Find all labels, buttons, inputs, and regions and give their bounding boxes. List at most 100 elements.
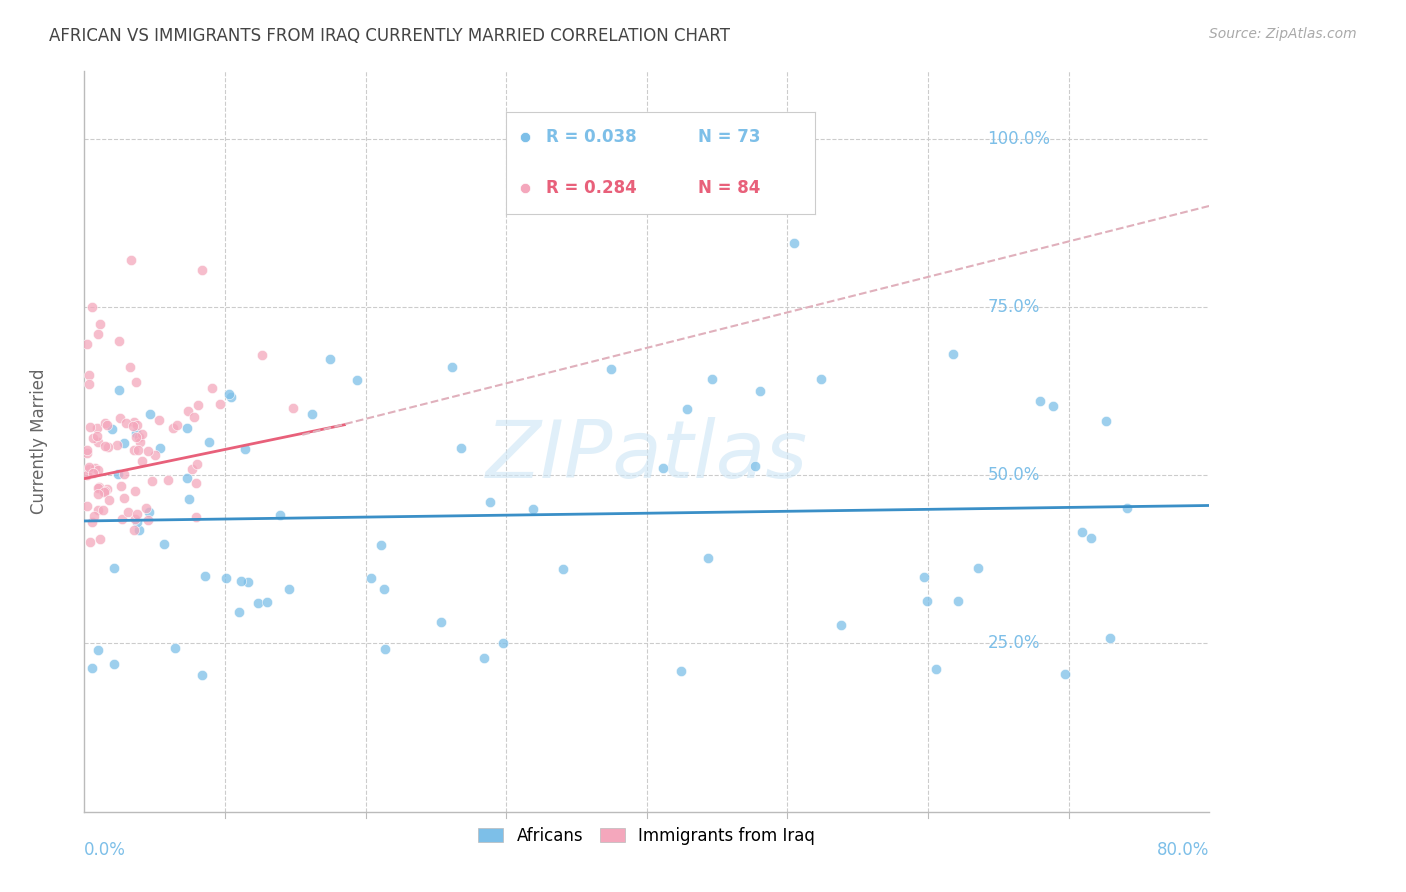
Point — [700, 372, 723, 386]
Point — [77, 460, 100, 475]
Point — [125, 425, 148, 440]
Point — [131, 426, 153, 441]
Point — [143, 448, 166, 462]
Point — [652, 461, 675, 475]
Point — [135, 500, 157, 515]
Point — [176, 471, 198, 485]
Point — [176, 421, 198, 435]
Point — [141, 475, 163, 489]
Point — [79, 419, 101, 434]
Point — [441, 359, 464, 374]
Point — [76, 500, 98, 514]
Point — [122, 443, 145, 458]
Point — [191, 668, 214, 682]
Text: 80.0%: 80.0% — [1157, 841, 1209, 859]
Point — [129, 434, 152, 449]
Point — [125, 429, 148, 443]
Point — [139, 407, 162, 421]
Point — [127, 417, 149, 432]
Point — [120, 252, 142, 267]
Point — [76, 337, 98, 351]
Point — [360, 571, 382, 585]
Point — [201, 381, 224, 395]
Point — [138, 505, 160, 519]
Point — [110, 478, 132, 492]
Point — [93, 503, 115, 517]
Point — [125, 375, 148, 389]
Point — [107, 383, 129, 397]
Point — [373, 582, 395, 597]
Point — [80, 661, 103, 675]
Point — [76, 446, 98, 460]
Point — [513, 181, 536, 195]
Point — [450, 441, 472, 455]
Point — [108, 410, 131, 425]
Point — [131, 454, 153, 468]
Point — [522, 501, 544, 516]
Point — [513, 130, 536, 145]
Point — [187, 398, 209, 412]
Point — [114, 416, 136, 430]
Text: 75.0%: 75.0% — [987, 298, 1040, 316]
Point — [87, 326, 110, 341]
Point — [122, 523, 145, 537]
Text: 25.0%: 25.0% — [987, 634, 1040, 652]
Point — [247, 596, 270, 610]
Point — [77, 376, 100, 391]
Point — [148, 413, 170, 427]
Point — [675, 402, 697, 417]
Text: Currently Married: Currently Married — [31, 368, 48, 515]
Point — [191, 263, 214, 277]
Point — [551, 562, 574, 576]
Point — [97, 440, 120, 454]
Point — [107, 467, 129, 482]
Point — [97, 493, 120, 508]
Point — [93, 484, 115, 499]
Point — [124, 484, 146, 499]
Point — [744, 458, 766, 473]
Point — [112, 436, 135, 450]
Point — [163, 640, 186, 655]
Point — [86, 429, 108, 443]
Point — [94, 439, 117, 453]
Point — [671, 664, 693, 678]
Point — [925, 662, 948, 676]
Point — [100, 422, 122, 436]
Point — [87, 463, 110, 477]
Point — [149, 441, 172, 455]
Point — [1080, 531, 1102, 545]
Point — [218, 387, 240, 401]
Point — [186, 510, 208, 524]
Point — [128, 523, 150, 537]
Point — [86, 503, 108, 517]
Point — [87, 487, 110, 501]
Point — [83, 508, 105, 523]
Point — [162, 420, 184, 434]
Point — [122, 415, 145, 429]
Point — [87, 435, 110, 450]
Point — [783, 235, 806, 250]
Point — [122, 418, 145, 433]
Text: AFRICAN VS IMMIGRANTS FROM IRAQ CURRENTLY MARRIED CORRELATION CHART: AFRICAN VS IMMIGRANTS FROM IRAQ CURRENTL… — [49, 27, 730, 45]
Point — [111, 511, 134, 525]
Point — [370, 538, 392, 552]
Point — [194, 569, 217, 583]
Point — [128, 430, 150, 444]
Point — [810, 372, 832, 386]
Point — [127, 507, 149, 521]
Point — [86, 481, 108, 495]
Point — [966, 561, 988, 575]
Point — [80, 300, 103, 314]
Point — [179, 491, 201, 506]
Point — [1115, 500, 1137, 515]
Point — [318, 351, 340, 366]
Point — [96, 483, 118, 497]
Point — [87, 480, 110, 494]
Point — [80, 516, 103, 530]
Point — [472, 651, 495, 665]
Point — [103, 561, 125, 575]
Text: 100.0%: 100.0% — [987, 129, 1050, 148]
Point — [941, 347, 963, 361]
Point — [180, 462, 202, 476]
Point — [1054, 666, 1077, 681]
